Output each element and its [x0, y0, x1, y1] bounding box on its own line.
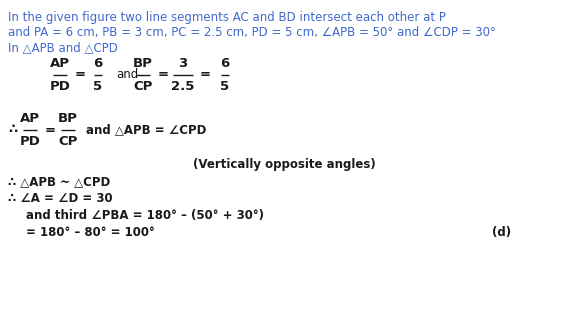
Text: and third ∠PBA = 180° – (50° + 30°): and third ∠PBA = 180° – (50° + 30°) — [26, 209, 264, 222]
Text: CP: CP — [133, 80, 153, 93]
Text: =: = — [199, 68, 211, 82]
Text: and: and — [116, 68, 138, 82]
Text: BP: BP — [58, 112, 78, 125]
Text: AP: AP — [50, 57, 70, 70]
Text: ∴: ∴ — [8, 124, 17, 136]
Text: = 180° – 80° = 100°: = 180° – 80° = 100° — [26, 226, 154, 239]
Text: (d): (d) — [492, 226, 511, 239]
Text: ∴ ∠A = ∠D = 30: ∴ ∠A = ∠D = 30 — [8, 192, 112, 205]
Text: In the given figure two line segments AC and BD intersect each other at P: In the given figure two line segments AC… — [8, 11, 446, 24]
Text: and PA = 6 cm, PB = 3 cm, PC = 2.5 cm, PD = 5 cm, ∠APB = 50° and ∠CDP = 30°: and PA = 6 cm, PB = 3 cm, PC = 2.5 cm, P… — [8, 26, 496, 39]
Text: 5: 5 — [220, 80, 229, 93]
Text: ∴ △APB ~ △CPD: ∴ △APB ~ △CPD — [8, 175, 110, 188]
Text: and △APB = ∠CPD: and △APB = ∠CPD — [86, 124, 206, 136]
Text: AP: AP — [20, 112, 40, 125]
Text: =: = — [74, 68, 86, 82]
Text: PD: PD — [49, 80, 70, 93]
Text: 2.5: 2.5 — [172, 80, 195, 93]
Text: In △APB and △CPD: In △APB and △CPD — [8, 41, 118, 54]
Text: CP: CP — [59, 135, 78, 148]
Text: (Vertically opposite angles): (Vertically opposite angles) — [193, 158, 375, 171]
Text: BP: BP — [133, 57, 153, 70]
Text: =: = — [44, 124, 56, 136]
Text: 3: 3 — [178, 57, 187, 70]
Text: =: = — [157, 68, 169, 82]
Text: 6: 6 — [220, 57, 229, 70]
Text: 5: 5 — [94, 80, 103, 93]
Text: PD: PD — [19, 135, 40, 148]
Text: 6: 6 — [93, 57, 103, 70]
